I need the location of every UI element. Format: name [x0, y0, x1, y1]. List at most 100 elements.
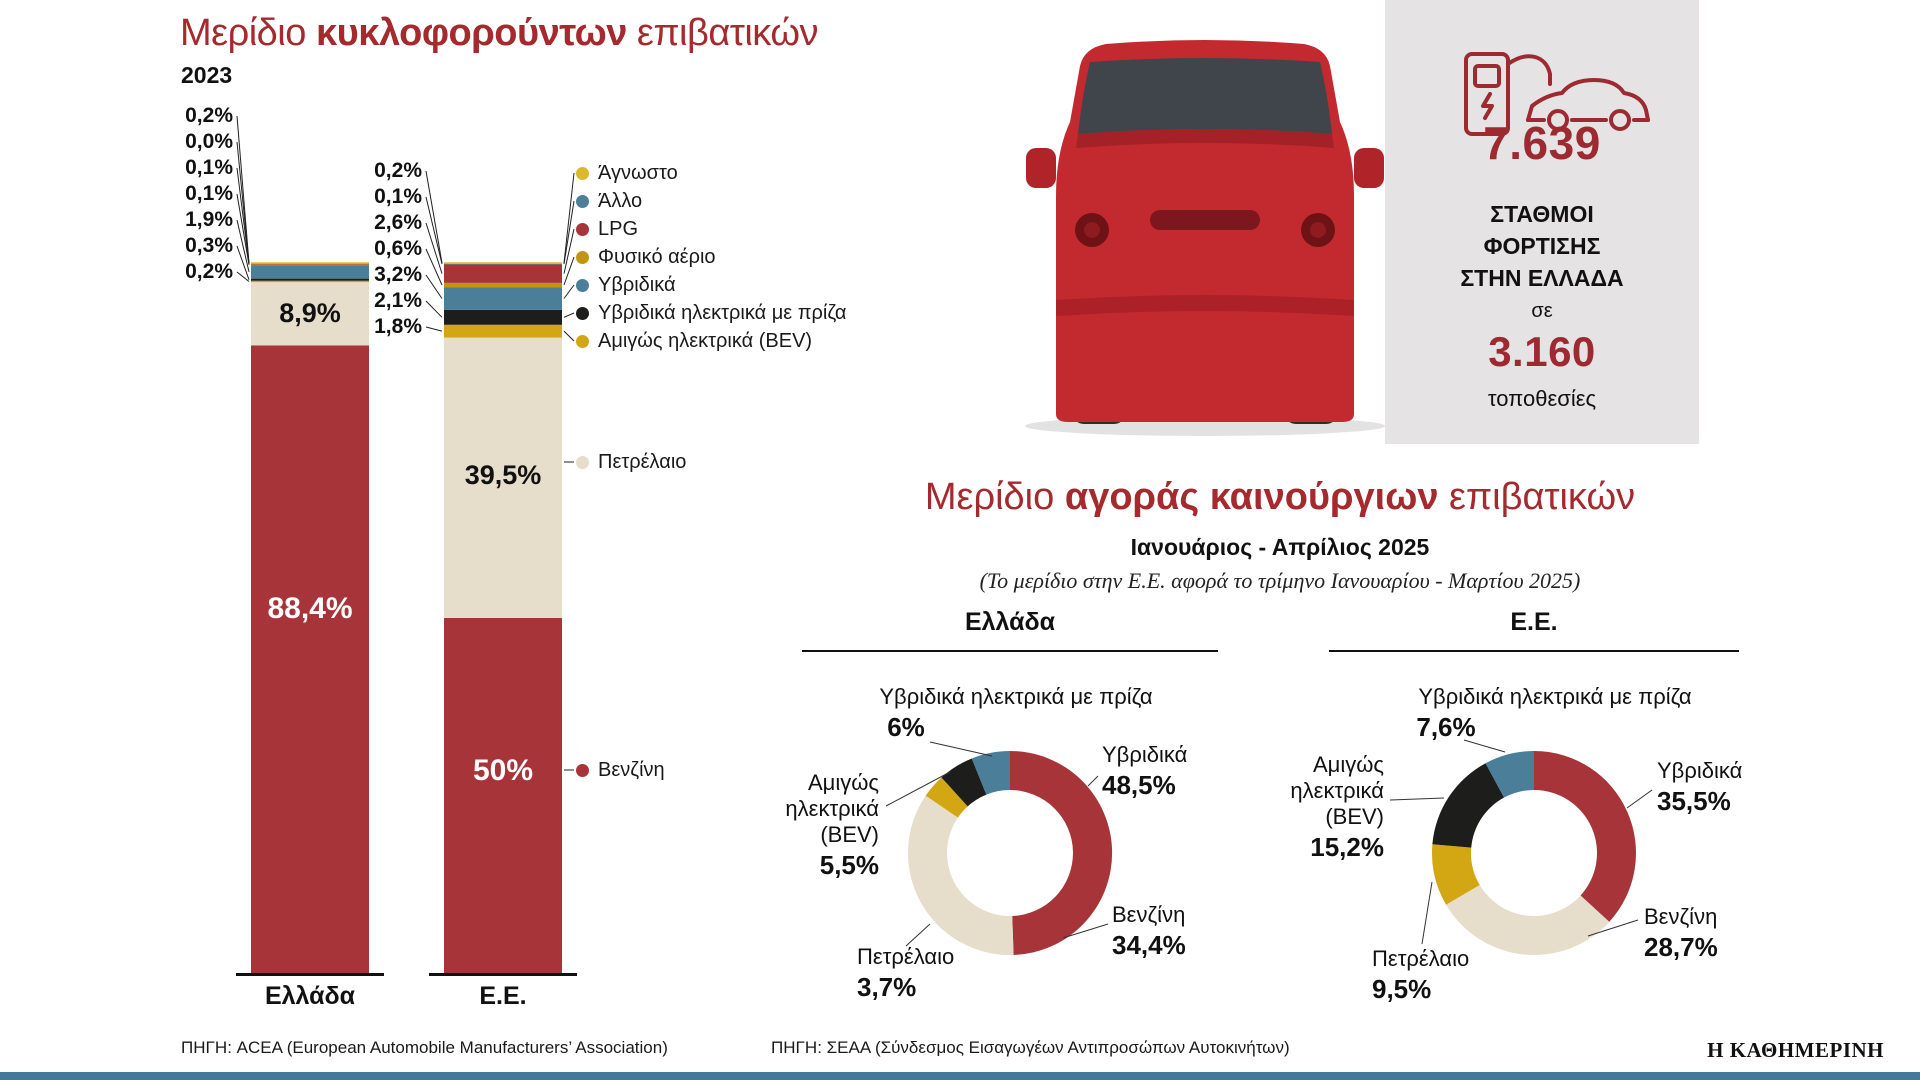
donut-slice	[1432, 844, 1480, 905]
pct-label-eu-lpg: 2,6%	[374, 211, 422, 234]
pct-label-gr-unknown: 0,2%	[185, 104, 233, 127]
section-header-eu: Ε.Ε.	[1510, 608, 1558, 636]
stations-box-content: 7.639 ΣΤΑΘΜΟΙ ΦΟΡΤΙΣΗΣ ΣΤΗΝ ΕΛΛΑΔΑ σε 3.…	[1385, 0, 1699, 444]
leader-line	[236, 141, 250, 264]
stations-connector-word: σε	[1531, 300, 1553, 322]
leader-line	[425, 170, 443, 264]
bar-segment	[251, 278, 369, 281]
gr-donut-label-petrol: Βενζίνη	[1112, 902, 1186, 927]
donut-slice	[1534, 751, 1637, 922]
gr-donut-value-petrol: 34,4%	[1112, 930, 1186, 960]
newspaper-logo: Η ΚΑΘΗΜΕΡΙΝΗ	[1707, 1038, 1884, 1062]
leader-line	[236, 193, 250, 265]
legend-dot	[576, 334, 589, 348]
bottom-color-bar	[0, 1072, 1920, 1080]
gr-donut-value-diesel: 3,7%	[857, 972, 917, 1002]
legend-label: Πετρέλαιο	[598, 450, 687, 473]
title-text: Μερίδιο	[924, 476, 1065, 518]
title-text: Μερίδιο	[180, 12, 316, 54]
locations-word: τοποθεσίες	[1487, 386, 1597, 411]
bar-segment	[444, 309, 562, 325]
legend-dot	[576, 306, 589, 320]
right-chart-subtitle: Ιανουάριος - Απρίλιος 2025	[1130, 534, 1430, 560]
legend-item-phev: Υβριδικά ηλεκτρικά με πρίζα	[576, 301, 846, 325]
eu-donut-label-petrol: Βενζίνη	[1644, 904, 1718, 929]
legend-item-diesel: Πετρέλαιο	[576, 450, 686, 474]
donut-leader-line	[1587, 919, 1639, 937]
leader-line	[425, 248, 443, 286]
donut-leader-line	[885, 771, 951, 807]
eu-donut-label-phev: Υβριδικά ηλεκτρικά με πρίζα	[1418, 684, 1692, 709]
legend-line	[563, 256, 575, 286]
bar-value-gr-petrol: 88,4%	[267, 592, 353, 625]
eu-donut-label-diesel: Πετρέλαιο	[1372, 946, 1470, 971]
donut-slice	[908, 795, 1014, 956]
title-text-bold: αγοράς καινούργιων	[1064, 476, 1439, 518]
legend-line	[563, 228, 575, 274]
section-header-greece: Ελλάδα	[964, 608, 1056, 636]
bar-segment	[251, 280, 369, 283]
pct-label-gr-phev: 0,3%	[185, 234, 233, 257]
bar-segment	[444, 263, 562, 265]
pct-label-eu-natgas: 0,6%	[374, 237, 422, 260]
title-text: επιβατικών	[626, 12, 819, 54]
bar-segment	[444, 264, 562, 283]
bar-value-eu-diesel: 39,5%	[464, 460, 542, 490]
legend-line	[563, 312, 575, 318]
bar-segment	[251, 345, 369, 973]
eu-donut-value-petrol: 28,7%	[1644, 932, 1718, 962]
donut-slice	[1485, 751, 1534, 798]
pct-label-eu-hybrid: 3,2%	[374, 263, 422, 286]
gr-donut-value-phev: 6%	[887, 712, 925, 742]
bar-segment	[444, 287, 562, 310]
legend-dot	[576, 278, 589, 292]
pct-label-eu-bev: 1,8%	[374, 315, 422, 338]
donut-leader-line	[929, 741, 993, 757]
legend-item-petrol: Βενζίνη	[576, 758, 665, 782]
car-illustration	[1025, 40, 1385, 436]
stations-label-line3: ΣΤΗΝ ΕΛΛΑΔΑ	[1460, 265, 1624, 291]
donut-slice	[971, 751, 1010, 795]
gr-donut-label-diesel: Πετρέλαιο	[857, 944, 955, 969]
bar-segment	[251, 265, 369, 279]
pct-label-gr-bev: 0,2%	[185, 260, 233, 283]
pct-label-gr-hybrid: 1,9%	[185, 208, 233, 231]
donut-leader-line	[1421, 881, 1433, 945]
legend-line	[563, 284, 575, 299]
pct-label-eu-other: 0,1%	[374, 185, 422, 208]
legend-label: LPG	[598, 217, 639, 240]
bar-segment	[444, 262, 562, 264]
title-text-bold: κυκλοφορούντων	[315, 12, 627, 54]
category-label-greece: Ελλάδα	[264, 982, 356, 1010]
leader-line	[236, 271, 250, 282]
left-chart-title: Μερίδιο κυκλοφορούντων επιβατικών	[180, 12, 819, 55]
legend-label: Υβριδικά ηλεκτρικά με πρίζα	[598, 301, 847, 324]
stations-label-line1: ΣΤΑΘΜΟΙ	[1490, 201, 1594, 227]
leader-line	[425, 274, 443, 299]
leader-line	[425, 196, 443, 265]
donut-leader-line	[1062, 923, 1109, 939]
pct-label-gr-natgas: 0,1%	[185, 182, 233, 205]
gr-donut-label-hybrid: Υβριδικά	[1102, 742, 1188, 767]
legend-dot	[576, 194, 589, 208]
legend-item-hybrid: Υβριδικά	[576, 273, 676, 297]
legend-dot	[576, 222, 589, 236]
legend-line	[563, 200, 575, 265]
legend-dot	[576, 763, 589, 777]
bar-segment	[444, 618, 562, 973]
donut-leader-line	[1389, 797, 1445, 801]
eu-donut-value-bev: 15,2%	[1310, 832, 1384, 862]
eu-donut-value-hybrid: 35,5%	[1657, 786, 1731, 816]
eu-donut-label-bev: Αμιγώς ηλεκτρικά (BEV)	[1290, 752, 1384, 829]
locations-count: 3.160	[1488, 328, 1596, 375]
category-label-eu: Ε.Ε.	[479, 982, 527, 1010]
legend-label: Άλλο	[598, 189, 643, 212]
legend-item-natgas: Φυσικό αέριο	[576, 245, 716, 269]
bar-segment	[444, 324, 562, 338]
section-rule-eu	[1329, 650, 1739, 652]
source-seaa: ΠΗΓΗ: ΣΕΑΑ (Σύνδεσμος Εισαγωγέων Αντιπρο…	[771, 1038, 1290, 1057]
bar-segment	[251, 263, 369, 265]
year-label: 2023	[181, 62, 233, 88]
legend-item-unknown: Άγνωστο	[576, 161, 678, 185]
legend-label: Αμιγώς ηλεκτρικά (BEV)	[598, 329, 813, 352]
